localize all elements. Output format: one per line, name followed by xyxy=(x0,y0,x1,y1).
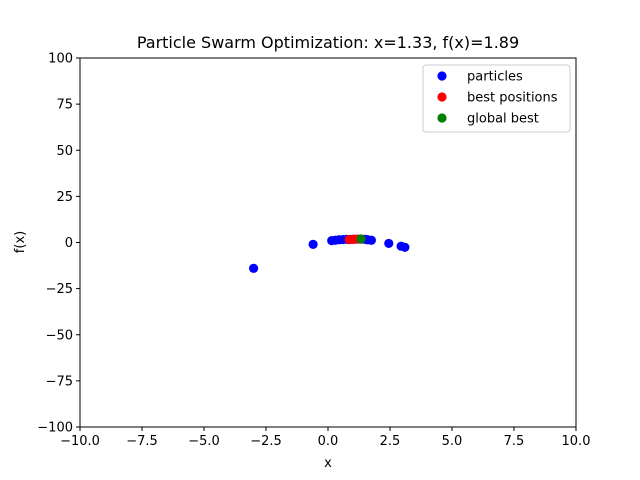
y-tick-label: 50 xyxy=(56,144,73,159)
y-tick-label: 75 xyxy=(56,98,73,113)
x-tick-label: 10.0 xyxy=(562,434,591,449)
x-tick-label: −2.5 xyxy=(250,434,282,449)
y-axis-label: f(x) xyxy=(13,231,28,253)
y-axis: −100 −75 −50 −25 0 25 50 75 100 xyxy=(37,52,80,436)
legend-marker xyxy=(437,71,447,81)
legend-label: particles xyxy=(467,70,523,85)
particles-point xyxy=(384,238,394,249)
y-tick-label: −25 xyxy=(46,282,73,297)
x-tick-label: 2.5 xyxy=(380,434,401,449)
plot-frame xyxy=(79,57,577,428)
particles-point xyxy=(308,239,318,249)
x-axis-label: x xyxy=(324,456,332,471)
data-points xyxy=(249,234,410,273)
legend: particles best positions global best xyxy=(422,64,571,133)
legend-marker xyxy=(437,92,447,102)
particles-point xyxy=(366,235,376,245)
x-tick-label: −7.5 xyxy=(126,434,158,449)
legend-label: best positions xyxy=(467,91,558,106)
global-best-point xyxy=(356,234,366,244)
y-tick-label: −50 xyxy=(46,328,73,343)
y-tick-label: 25 xyxy=(56,190,73,205)
y-tick-label: 0 xyxy=(65,236,73,251)
particles-point xyxy=(400,242,410,252)
x-tick-label: 7.5 xyxy=(504,434,525,449)
y-tick-label: −75 xyxy=(46,374,73,389)
x-tick-label: −10.0 xyxy=(60,434,100,449)
chart-title: Particle Swarm Optimization: x=1.33, f(x… xyxy=(137,33,519,52)
x-tick-label: 0.0 xyxy=(318,434,339,449)
x-tick-label: 5.0 xyxy=(442,434,463,449)
y-tick-label: 100 xyxy=(48,52,73,67)
y-tick-label: −100 xyxy=(37,421,73,436)
legend-box xyxy=(422,64,571,133)
particles-point xyxy=(249,263,259,273)
x-tick-label: −5.0 xyxy=(188,434,220,449)
legend-label: global best xyxy=(467,112,539,127)
legend-marker xyxy=(437,113,447,123)
x-axis: −10.0 −7.5 −5.0 −2.5 0.0 2.5 5.0 7.5 10.0 xyxy=(60,427,590,449)
